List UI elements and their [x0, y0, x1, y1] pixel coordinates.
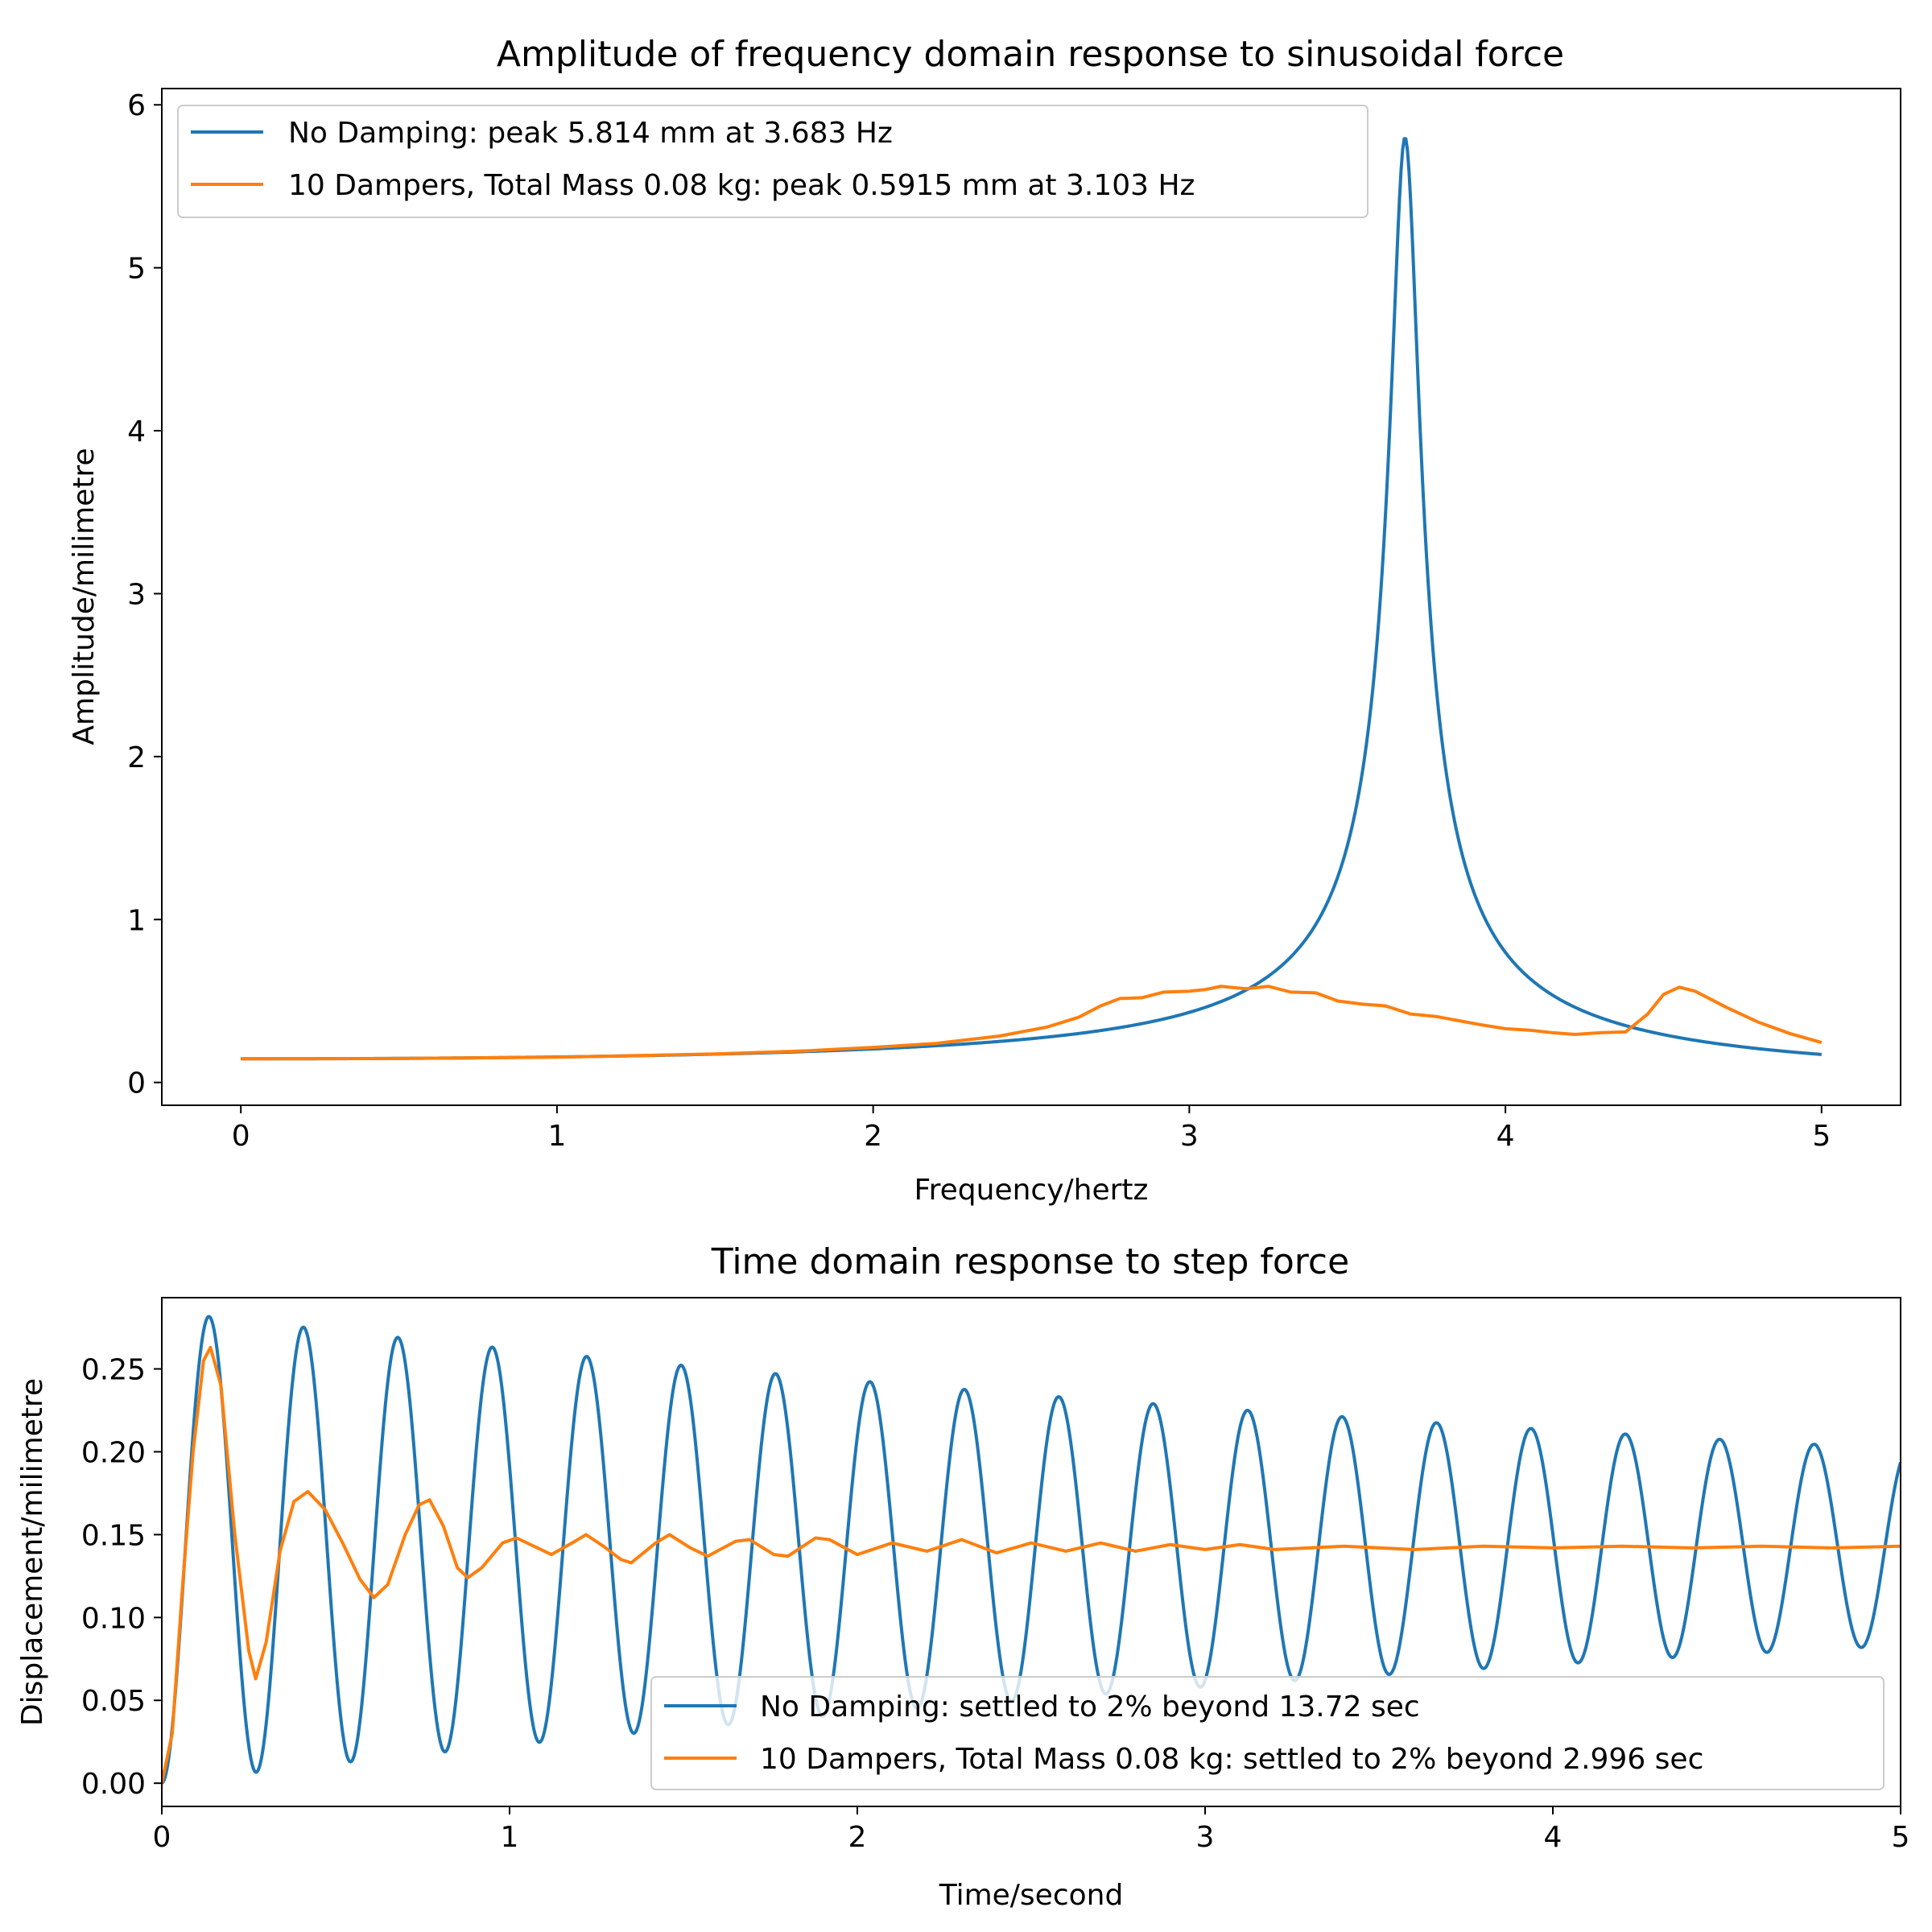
time-legend-label-no-damping: No Damping: settled to 2% beyond 13.72 s… [760, 1690, 1420, 1724]
time-x-tick-label: 0 [153, 1821, 171, 1854]
freq-y-axis-label: Amplitude/milimetre [68, 448, 101, 745]
freq-y-tick-label: 1 [127, 904, 146, 937]
freq-legend-label-no-damping: No Damping: peak 5.814 mm at 3.683 Hz [288, 117, 893, 150]
time-y-tick-label: 0.25 [81, 1354, 146, 1387]
time-series-line-no-damping [162, 1315, 1901, 1785]
freq-x-tick-label: 4 [1496, 1120, 1515, 1153]
time-y-tick-label: 0.20 [81, 1436, 146, 1469]
time-y-tick-label: 0.05 [81, 1685, 146, 1718]
freq-x-tick-label: 3 [1180, 1120, 1199, 1153]
time-plot-frame [161, 1297, 1901, 1807]
time-y-axis-label: Displacement/milimetre [16, 1378, 49, 1726]
freq-y-tick-label: 5 [127, 253, 146, 286]
time-x-tick-label: 4 [1544, 1821, 1563, 1854]
time-y-tick-label: 0.15 [81, 1519, 146, 1552]
freq-x-tick-label: 0 [232, 1120, 250, 1153]
freq-y-tick-label: 4 [127, 415, 146, 448]
freq-legend-box [177, 105, 1368, 218]
freq-legend-label-dampers: 10 Dampers, Total Mass 0.08 kg: peak 0.5… [288, 169, 1195, 202]
freq-y-tick-label: 3 [127, 578, 146, 611]
time-panel: Time domain response to step force 0 1 2 3 4… [16, 1241, 1909, 1912]
time-legend: No Damping: settled to 2% beyond 13.72 s… [650, 1676, 1885, 1790]
time-legend-label-dampers: 10 Dampers, Total Mass 0.08 kg: settled … [760, 1743, 1703, 1776]
time-legend-box [650, 1676, 1885, 1790]
freq-x-tick-label: 5 [1812, 1120, 1831, 1153]
freq-x-tick-label: 2 [864, 1120, 882, 1153]
freq-plot-frame [161, 88, 1901, 1106]
freq-series-layer [241, 137, 1823, 1061]
time-y-axis: 0.00 0.05 0.10 0.15 0.20 0.25 [81, 1354, 162, 1801]
time-x-axis-label: Time/second [939, 1879, 1124, 1912]
time-x-axis: 0 1 2 3 4 5 [153, 1806, 1910, 1854]
time-series-layer [162, 1315, 1901, 1785]
time-x-tick-label: 5 [1892, 1821, 1910, 1854]
freq-y-tick-label: 6 [127, 89, 146, 122]
freq-y-axis: 0 1 2 3 4 5 6 [127, 89, 162, 1100]
freq-chart-title: Amplitude of frequency domain response t… [497, 34, 1564, 75]
time-series-line-dampers [162, 1345, 1901, 1784]
freq-x-tick-label: 1 [547, 1120, 566, 1153]
frequency-panel: Amplitude of frequency domain response t… [68, 34, 1901, 1207]
time-x-tick-label: 2 [848, 1821, 867, 1854]
time-y-tick-label: 0.10 [81, 1602, 146, 1635]
time-chart-title: Time domain response to step force [711, 1241, 1349, 1282]
freq-y-tick-label: 0 [127, 1067, 146, 1100]
freq-y-tick-label: 2 [127, 741, 146, 774]
time-x-tick-label: 1 [501, 1821, 519, 1854]
freq-series-line-dampers [241, 985, 1823, 1061]
time-x-tick-label: 3 [1196, 1821, 1215, 1854]
freq-legend: No Damping: peak 5.814 mm at 3.683 Hz 10… [177, 105, 1368, 218]
freq-x-axis: 0 1 2 3 4 5 [232, 1105, 1831, 1153]
freq-x-axis-label: Frequency/hertz [914, 1174, 1149, 1207]
time-y-tick-label: 0.00 [81, 1768, 146, 1801]
